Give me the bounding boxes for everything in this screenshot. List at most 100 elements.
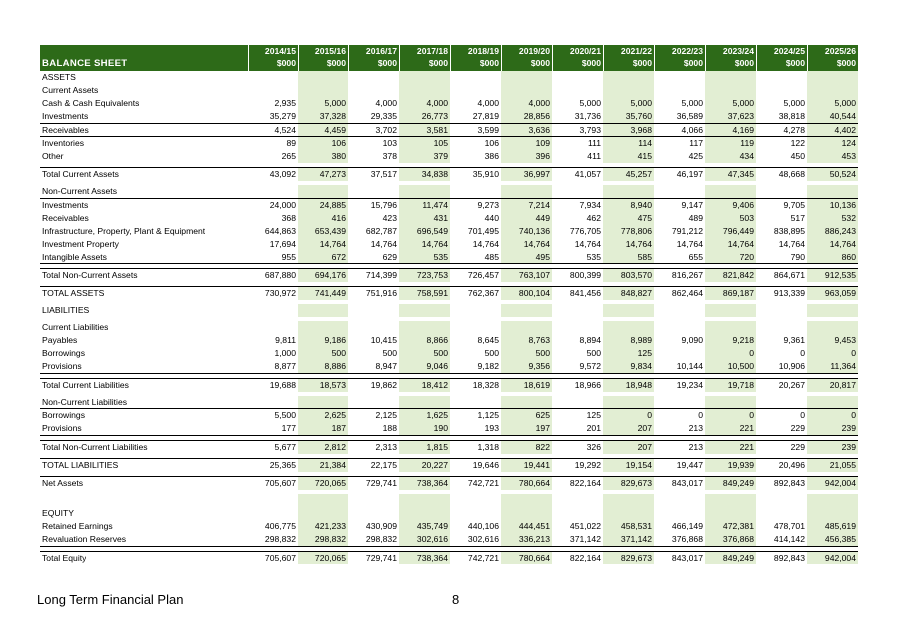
value-cell: 414,142 <box>773 533 805 544</box>
row-label: Other <box>42 151 64 162</box>
value-cell <box>552 185 603 198</box>
value-cell: 368 <box>281 212 296 223</box>
value-cell <box>399 304 450 318</box>
value-cell: 4,169 <box>705 123 756 137</box>
value-cell <box>603 304 654 318</box>
value-cell <box>603 83 654 97</box>
table-row: Intangible Assets 955 672 629 535 485 495 535 58… <box>40 250 858 265</box>
value-cell <box>756 84 807 97</box>
value-cell <box>705 83 756 97</box>
value-cell <box>248 71 298 84</box>
value-cell: 19,234 <box>676 379 703 390</box>
year-column-header: 2022/23 $000 <box>654 45 705 71</box>
value-cell: 682,787 <box>365 225 397 236</box>
value-cell: 8,894 <box>579 335 601 346</box>
value-cell: 38,818 <box>778 110 805 121</box>
value-cell: 5,000 <box>807 96 858 110</box>
value-cell: 22,175 <box>370 460 397 471</box>
value-cell: 24,885 <box>298 199 348 212</box>
value-cell <box>807 321 858 335</box>
year-label: 2016/17 <box>365 46 397 56</box>
value-cell <box>807 185 858 199</box>
value-cell: 694,176 <box>298 269 348 283</box>
value-cell: 5,000 <box>681 97 703 108</box>
value-cell: 11,474 <box>399 199 450 212</box>
unit-label: $000 <box>734 57 754 68</box>
value-cell <box>705 395 756 409</box>
value-cell: 0 <box>800 347 805 358</box>
value-cell: 1,318 <box>477 442 499 453</box>
value-cell: 495 <box>501 250 552 264</box>
value-cell: 4,000 <box>477 97 499 108</box>
value-cell <box>248 84 298 97</box>
value-cell: 47,273 <box>298 168 348 182</box>
value-cell: 4,066 <box>681 124 703 135</box>
value-cell: 18,412 <box>399 378 450 392</box>
value-cell: 4,000 <box>375 97 397 108</box>
value-cell: 5,000 <box>579 97 601 108</box>
value-cell: 19,939 <box>705 459 756 473</box>
value-cell: 762,367 <box>467 288 499 299</box>
value-cell: 9,218 <box>705 334 756 347</box>
table-row: Borrowings 1,000 500 500 500 500 500 500 125 0 0 0 <box>40 346 858 360</box>
value-cell: 37,517 <box>370 169 397 180</box>
value-cell: 9,186 <box>298 334 348 347</box>
value-cell <box>654 304 705 317</box>
value-cell: 0 <box>705 409 756 423</box>
value-cell <box>501 71 552 84</box>
table-row: EQUITY <box>40 506 858 520</box>
value-cell: 10,906 <box>778 360 805 371</box>
row-label: Non-Current Liabilities <box>42 396 128 407</box>
row-label: Inventories <box>42 138 85 149</box>
value-cell: 9,572 <box>579 360 601 371</box>
value-cell: 89 <box>286 138 296 149</box>
value-cell <box>399 395 450 409</box>
table-row: Investment Property 17,694 14,764 14,764 14,… <box>40 237 858 251</box>
value-cell: 2,125 <box>375 410 397 421</box>
value-cell: 326 <box>586 442 601 453</box>
value-cell: 1,000 <box>274 347 296 358</box>
value-cell <box>603 185 654 199</box>
value-cell: 475 <box>603 211 654 225</box>
value-cell: 535 <box>399 250 450 264</box>
value-cell: 849,249 <box>705 551 756 565</box>
value-cell: 822,164 <box>569 478 601 489</box>
value-cell: 720,065 <box>298 477 348 490</box>
row-label: Infrastructure, Property, Plant & Equipm… <box>42 225 206 236</box>
row-label: Borrowings <box>42 347 85 358</box>
value-cell <box>705 321 756 335</box>
row-label: Retained Earnings <box>42 520 113 531</box>
value-cell <box>399 321 450 335</box>
value-cell: 625 <box>501 409 552 423</box>
value-cell: 7,214 <box>501 199 552 212</box>
value-cell: 440,106 <box>467 520 499 531</box>
value-cell: 485,619 <box>807 519 858 533</box>
value-cell: 4,459 <box>298 123 348 137</box>
value-cell: 125 <box>586 410 601 421</box>
value-cell: 456,385 <box>807 532 858 546</box>
value-cell: 0 <box>698 410 703 421</box>
value-cell: 10,415 <box>370 335 397 346</box>
value-cell: 8,645 <box>477 335 499 346</box>
value-cell: 207 <box>603 422 654 436</box>
value-cell <box>807 395 858 409</box>
value-cell: 14,764 <box>370 238 397 249</box>
table-row: ASSETS <box>40 71 858 84</box>
value-cell <box>450 304 501 317</box>
table-row: Revaluation Reserves 298,832 298,832 298,83… <box>40 532 858 547</box>
value-cell: 379 <box>399 150 450 164</box>
value-cell: 34,838 <box>399 168 450 182</box>
row-label: Total Equity <box>42 552 87 563</box>
value-cell: 14,764 <box>574 238 601 249</box>
value-cell: 705,607 <box>264 552 296 563</box>
row-label: Current Assets <box>42 84 99 95</box>
table-row: Total Non-Current Liabilities 5,677 2,812 2… <box>40 440 858 455</box>
value-cell: 14,764 <box>298 237 348 251</box>
table-row: Receivables 368 416 423 431 440 449 462 475 489 50… <box>40 211 858 225</box>
value-cell: 742,721 <box>467 478 499 489</box>
value-cell: 10,136 <box>807 199 858 212</box>
value-cell: 9,453 <box>807 334 858 347</box>
value-cell <box>807 493 858 507</box>
year-column-header: 2021/22 $000 <box>603 45 654 71</box>
value-cell: 864,671 <box>773 270 805 281</box>
